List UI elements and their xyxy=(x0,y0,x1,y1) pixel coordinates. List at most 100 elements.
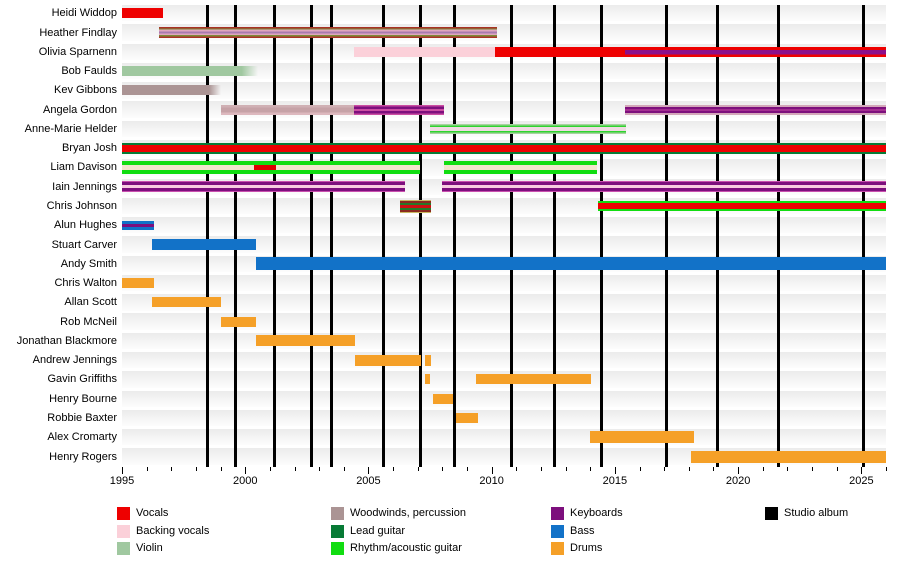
member-bar xyxy=(122,181,406,193)
studio-album-line xyxy=(665,5,669,467)
member-bar xyxy=(353,104,444,115)
axis-minor-tick xyxy=(713,467,715,471)
legend-color-swatch xyxy=(765,507,778,520)
member-label: Olivia Sparnenn xyxy=(38,45,117,58)
axis-minor-tick xyxy=(393,467,395,471)
axis-major-tick xyxy=(491,467,493,474)
axis-minor-tick xyxy=(886,467,887,471)
legend-color-swatch xyxy=(551,542,564,555)
axis-tick-label: 2005 xyxy=(356,475,381,487)
axis-tick-label: 2020 xyxy=(725,475,751,487)
member-bar xyxy=(122,8,163,19)
legend-label: Woodwinds, percussion xyxy=(350,507,466,519)
axis-tick-label: 2025 xyxy=(849,475,874,487)
member-label: Liam Davison xyxy=(50,161,117,174)
studio-album-line xyxy=(381,5,385,467)
member-bar xyxy=(253,160,277,174)
member-label: Heidi Widdop xyxy=(51,7,117,20)
member-bar xyxy=(122,160,254,174)
axis-tick-label: 1995 xyxy=(109,475,135,487)
member-bar xyxy=(151,297,221,308)
legend-label: Studio album xyxy=(784,507,849,519)
axis-minor-tick xyxy=(195,467,197,471)
axis-minor-tick xyxy=(417,467,419,471)
member-label: Bob Faulds xyxy=(61,65,117,78)
studio-album-line xyxy=(329,5,333,467)
legend-label: Bass xyxy=(570,524,595,537)
legend-color-swatch xyxy=(331,524,344,538)
member-label: Andrew Jennings xyxy=(32,354,117,367)
member-bar xyxy=(158,27,497,39)
member-bar xyxy=(455,412,479,423)
legend-color-swatch xyxy=(331,542,344,555)
member-bar xyxy=(495,46,625,57)
legend-label: Rhythm/acoustic guitar xyxy=(350,542,462,554)
axis-minor-tick xyxy=(762,467,764,471)
axis-major-tick xyxy=(614,467,616,474)
axis-minor-tick xyxy=(146,467,148,471)
axis-minor-tick xyxy=(294,467,296,471)
axis-minor-tick xyxy=(787,467,789,471)
member-label: Allan Scott xyxy=(64,296,117,309)
member-label: Iain Jennings xyxy=(52,180,117,193)
axis-tick-label: 2010 xyxy=(479,475,504,487)
member-bar xyxy=(430,123,626,134)
member-bar xyxy=(425,374,431,385)
axis-tick-label: 2015 xyxy=(602,475,628,487)
member-bar xyxy=(122,66,258,77)
member-bar xyxy=(624,46,886,57)
member-label: Jonathan Blackmore xyxy=(16,334,117,347)
axis-minor-tick xyxy=(664,467,666,471)
studio-album-line xyxy=(310,5,314,467)
member-bar xyxy=(220,104,354,115)
member-bar xyxy=(256,257,886,271)
legend-color-swatch xyxy=(117,524,130,538)
axis-minor-tick xyxy=(220,467,222,471)
member-bar xyxy=(443,160,597,174)
member-label: Stuart Carver xyxy=(51,238,117,251)
member-label: Gavin Griffiths xyxy=(47,373,118,386)
member-label: Bryan Josh xyxy=(61,142,117,155)
member-bar xyxy=(151,239,257,251)
member-bar xyxy=(256,335,355,347)
axis-minor-tick xyxy=(688,467,690,471)
axis-minor-tick xyxy=(171,467,173,471)
axis-minor-tick xyxy=(442,467,444,471)
member-bar xyxy=(624,104,886,115)
legend-label: Vocals xyxy=(136,507,169,519)
axis-minor-tick xyxy=(836,467,838,471)
axis-minor-tick xyxy=(467,467,469,471)
axis-minor-tick xyxy=(590,467,592,471)
member-bar xyxy=(276,160,421,174)
member-bar xyxy=(597,201,886,211)
member-label: Andy Smith xyxy=(60,257,117,270)
studio-album-line xyxy=(205,5,209,467)
legend-color-swatch xyxy=(117,507,130,520)
legend-color-swatch xyxy=(117,542,130,555)
member-bar xyxy=(220,316,257,327)
legend-color-swatch xyxy=(551,507,564,520)
axis-tick-label: 2000 xyxy=(232,475,258,487)
studio-album-line xyxy=(453,5,457,467)
legend-label: Drums xyxy=(570,542,603,554)
member-bar xyxy=(691,450,886,463)
legend-color-swatch xyxy=(551,524,564,538)
studio-album-line xyxy=(599,5,603,467)
member-label: Anne-Marie Helder xyxy=(24,122,117,135)
member-bar xyxy=(432,393,454,404)
member-label: Kev Gibbons xyxy=(54,84,117,97)
axis-major-tick xyxy=(368,467,370,474)
legend-label: Backing vocals xyxy=(136,524,210,537)
studio-album-line xyxy=(273,5,277,467)
axis-major-tick xyxy=(861,467,863,474)
legend-label: Keyboards xyxy=(570,507,623,519)
member-label: Alex Cromarty xyxy=(47,431,117,444)
axis-minor-tick xyxy=(540,467,542,471)
axis-major-tick xyxy=(122,467,123,474)
member-bar xyxy=(400,199,432,213)
member-bar xyxy=(353,46,496,57)
axis-major-tick xyxy=(738,467,740,474)
studio-album-line xyxy=(553,5,557,467)
studio-album-line xyxy=(777,5,781,467)
axis-minor-tick xyxy=(639,467,641,471)
